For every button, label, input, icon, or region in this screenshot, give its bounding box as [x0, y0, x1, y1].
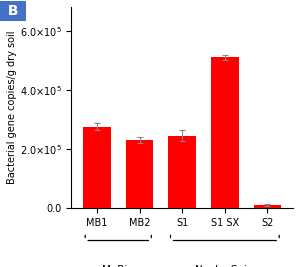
Bar: [254, 205, 281, 208]
Bar: [168, 136, 196, 208]
Bar: [126, 140, 153, 208]
Text: NucleoSpin: NucleoSpin: [196, 265, 254, 267]
Text: MoBio: MoBio: [102, 265, 134, 267]
Y-axis label: Bacterial gene copies/g dry soil: Bacterial gene copies/g dry soil: [7, 31, 17, 184]
Bar: [211, 57, 239, 208]
Bar: [83, 127, 111, 208]
Text: B: B: [3, 4, 23, 18]
